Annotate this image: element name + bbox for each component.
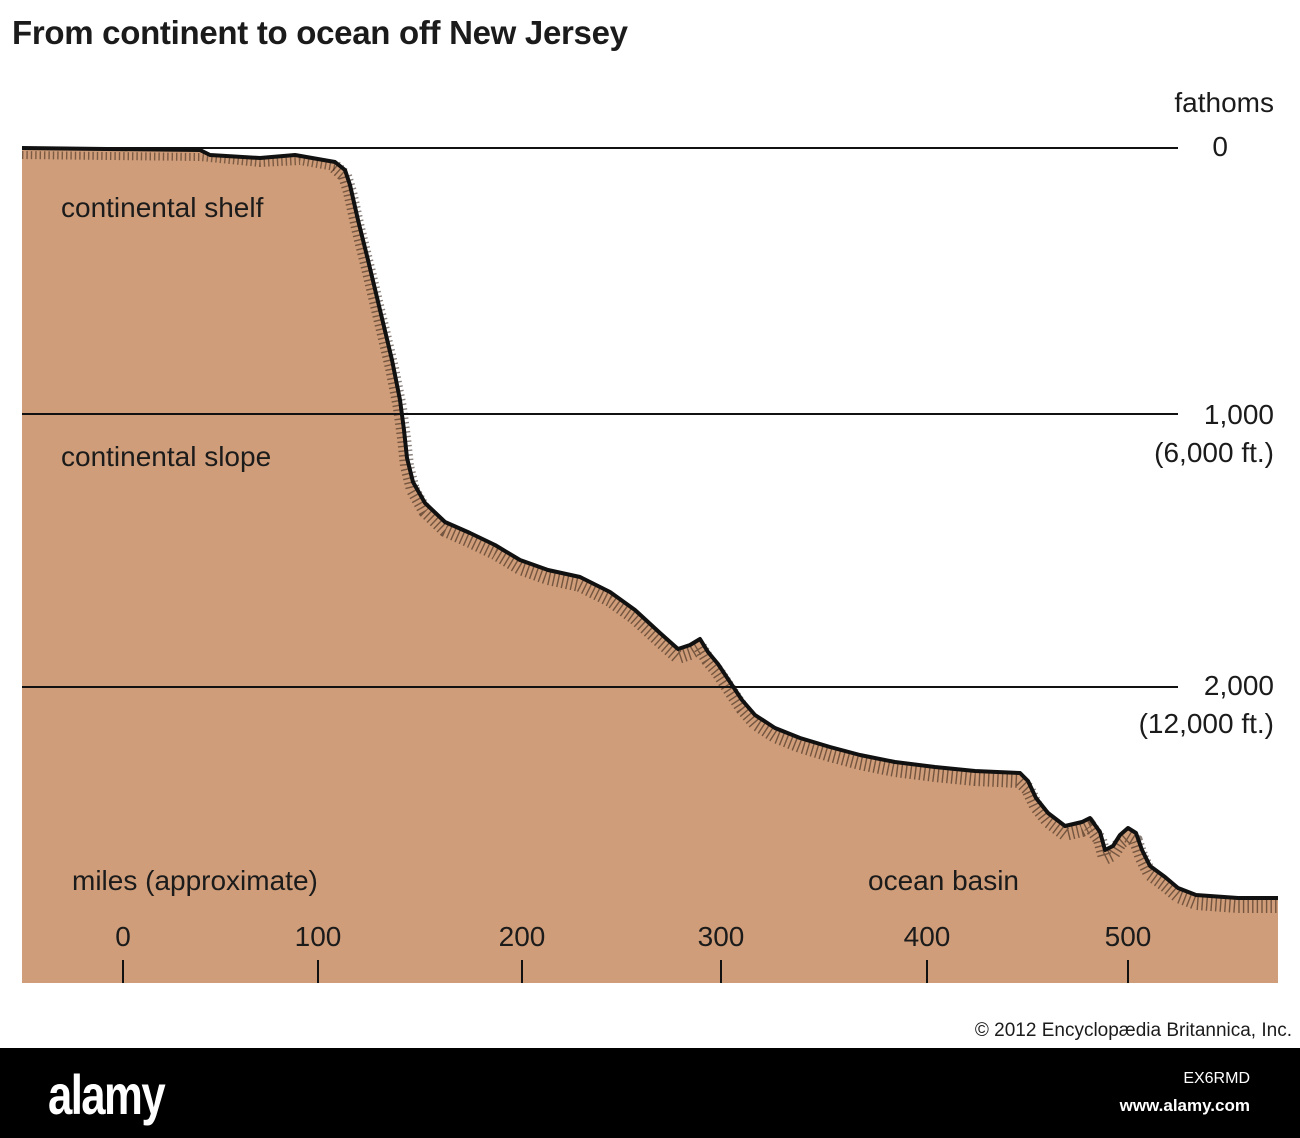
depth-tick-2000-feet: (12,000 ft.) (1139, 708, 1274, 739)
seafloor-surface-line (21, 146, 1278, 900)
footer-bar: alamy EX6RMD www.alamy.com (0, 1048, 1300, 1138)
depth-tick-0: 0 (1212, 131, 1228, 162)
shelf-sediment (21, 151, 336, 171)
seafloor-cross-section (22, 148, 1278, 983)
depth-tick-2000: 2,000 (1204, 670, 1274, 701)
distance-tick-label-200: 200 (499, 921, 546, 952)
brand-logo: alamy (48, 1063, 166, 1126)
distance-tick-label-500: 500 (1105, 921, 1152, 952)
seafloor-profile-diagram: fathoms 0 1,000 (6,000 ft.) 2,000 (12,00… (21, 87, 1278, 983)
distance-ticks: 0 100 200 300 400 500 (115, 921, 1151, 983)
image-id: EX6RMD (1183, 1070, 1250, 1087)
depth-tick-1000-feet: (6,000 ft.) (1154, 437, 1274, 468)
copyright-notice: © 2012 Encyclopædia Britannica, Inc. (974, 1020, 1292, 1041)
depth-unit-label: fathoms (1174, 87, 1274, 118)
depth-tick-1000: 1,000 (1204, 399, 1274, 430)
zone-label-basin: ocean basin (868, 865, 1019, 896)
zone-label-slope: continental slope (61, 441, 271, 472)
distance-tick-label-100: 100 (295, 921, 342, 952)
site-url: www.alamy.com (1119, 1096, 1250, 1115)
distance-tick-label-0: 0 (115, 921, 131, 952)
distance-tick-label-300: 300 (698, 921, 745, 952)
diagram-title: From continent to ocean off New Jersey (12, 14, 628, 51)
zone-label-shelf: continental shelf (61, 192, 264, 223)
distance-tick-label-400: 400 (904, 921, 951, 952)
sediment-layer (330, 161, 1278, 913)
distance-axis-label: miles (approximate) (72, 865, 318, 896)
